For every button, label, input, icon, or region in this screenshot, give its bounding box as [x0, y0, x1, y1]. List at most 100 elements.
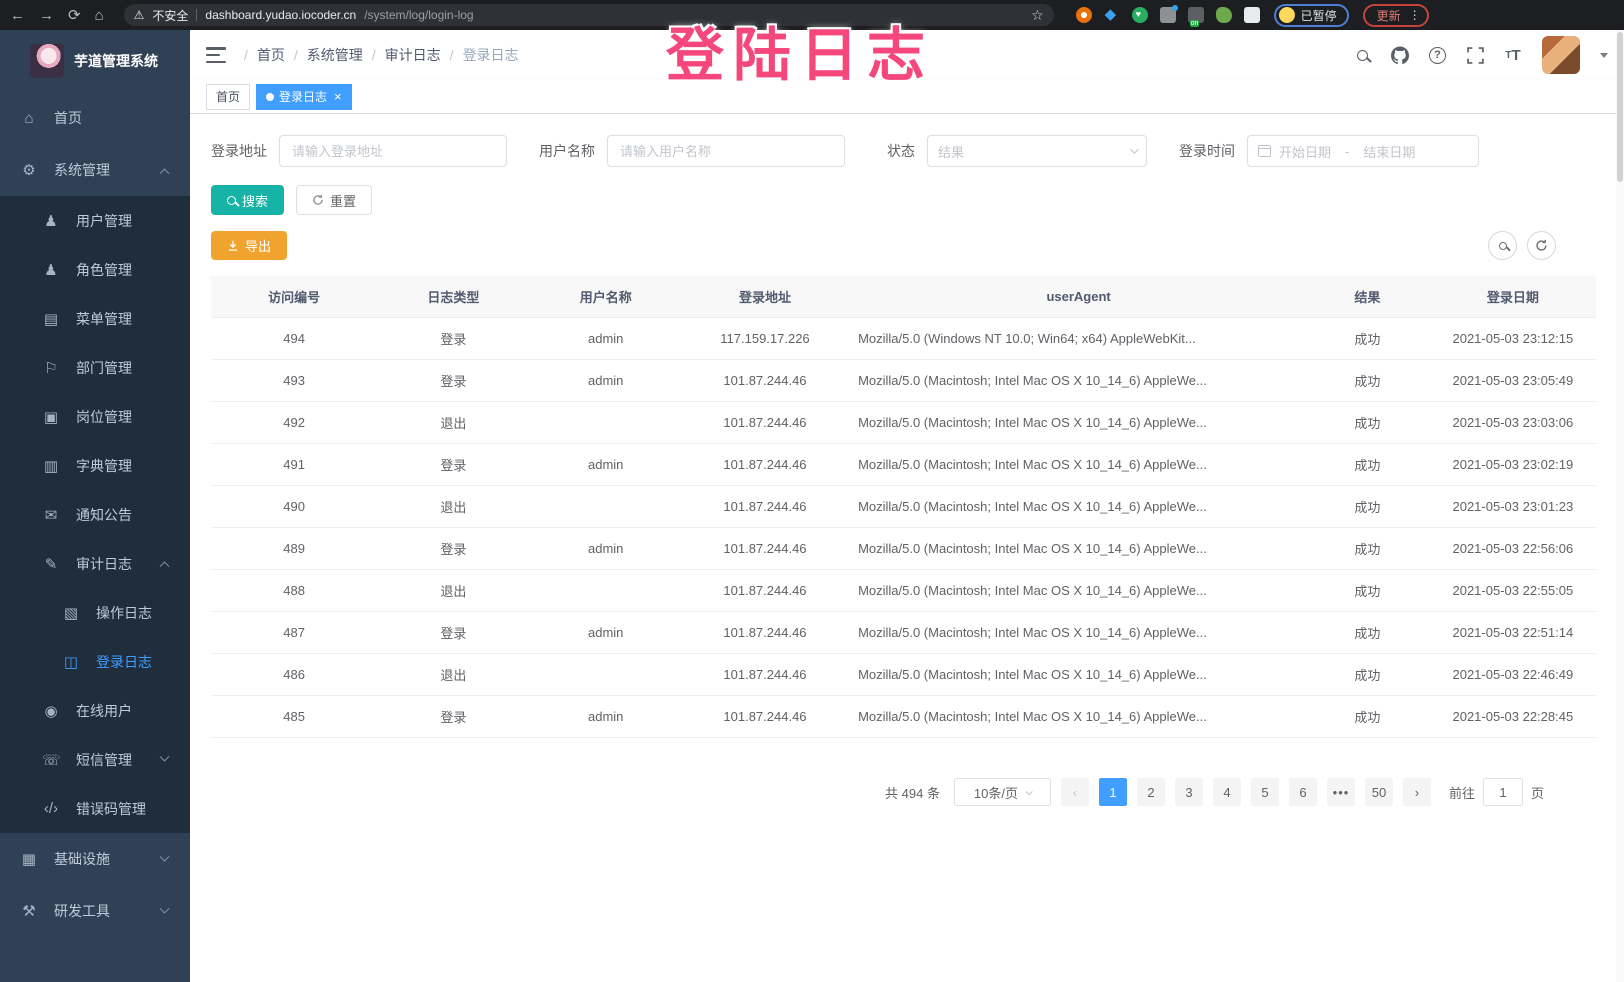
table-row[interactable]: 493 登录 admin 101.87.244.46 Mozilla/5.0 (…	[211, 360, 1596, 402]
sidebar-item[interactable]: ⚒ 研发工具	[0, 885, 190, 937]
menu-item-icon: ⌂	[24, 109, 34, 127]
cell-result: 成功	[1354, 374, 1381, 389]
page-number-button[interactable]: 4	[1212, 778, 1241, 806]
caret-down-icon[interactable]	[1600, 52, 1608, 58]
orange-swirl-extension-icon[interactable]	[1075, 7, 1092, 23]
status-select[interactable]: 结果	[927, 135, 1147, 167]
page-number-button[interactable]: 1	[1098, 778, 1127, 806]
jump-page-input[interactable]	[1482, 778, 1523, 806]
breadcrumb-item[interactable]: / 系统管理	[294, 45, 363, 65]
sidebar-item[interactable]: ♟ 角色管理	[0, 245, 190, 294]
menu-item-label: 岗位管理	[76, 408, 132, 425]
table-row[interactable]: 492 退出 101.87.244.46 Mozilla/5.0 (Macint…	[211, 402, 1596, 444]
date-separator: -	[1345, 143, 1350, 159]
sidebar-item[interactable]: ▧ 操作日志	[0, 588, 190, 637]
breadcrumb-item[interactable]: / 首页	[244, 45, 285, 65]
green-sprout-extension-icon[interactable]	[1215, 7, 1232, 23]
cell-login-address: 101.87.244.46	[723, 541, 807, 556]
list-on-extension-icon[interactable]	[1187, 7, 1204, 27]
bookmark-star-icon[interactable]: ☆	[1031, 6, 1044, 23]
browser-reload-icon[interactable]: ⟳	[68, 6, 81, 24]
refresh-icon[interactable]	[1527, 231, 1556, 260]
sidebar-item[interactable]: ☏ 短信管理	[0, 735, 190, 784]
export-button[interactable]: 导出	[211, 231, 288, 260]
browser-home-icon[interactable]: ⌂	[94, 6, 104, 24]
top-navbar: / 首页 / 系统管理 / 审计日志 / 登录	[190, 30, 1624, 80]
scrollbar-thumb[interactable]	[1617, 32, 1623, 182]
table-row[interactable]: 494 登录 admin 117.159.17.226 Mozilla/5.0 …	[211, 318, 1596, 360]
breadcrumb-item[interactable]: / 审计日志	[372, 45, 441, 65]
prev-page-button[interactable]: ‹	[1060, 778, 1089, 806]
menu-item-label: 菜单管理	[76, 310, 132, 327]
tag-item[interactable]: 首页 ×	[206, 83, 251, 110]
tag-item[interactable]: 登录日志 ×	[256, 83, 352, 110]
sidebar-item[interactable]: ‹/› 错误码管理	[0, 784, 190, 833]
page-number-button[interactable]: •••	[1326, 778, 1355, 806]
page-number-button[interactable]: 5	[1250, 778, 1279, 806]
sidebar-item[interactable]: ◫ 登录日志	[0, 637, 190, 686]
fullscreen-icon[interactable]	[1466, 46, 1484, 64]
date-range-picker[interactable]: 开始日期 - 结束日期	[1247, 135, 1479, 167]
cell-result: 成功	[1354, 668, 1381, 683]
login-address-input[interactable]	[279, 135, 507, 167]
sidebar-item[interactable]: ◉ 在线用户	[0, 686, 190, 735]
page-size-select[interactable]: 10条/页	[953, 778, 1051, 806]
table-row[interactable]: 489 登录 admin 101.87.244.46 Mozilla/5.0 (…	[211, 528, 1596, 570]
page-number-button[interactable]: 6	[1288, 778, 1317, 806]
user-avatar[interactable]	[1542, 36, 1580, 74]
page-number-button[interactable]: 50	[1364, 778, 1393, 806]
sidebar-item[interactable]: ▦ 基础设施	[0, 833, 190, 885]
extensions-row	[1075, 5, 1260, 27]
tray-extension-icon[interactable]	[1159, 5, 1178, 23]
browser-update-button[interactable]: 更新 ⋮	[1362, 3, 1429, 27]
browser-forward-icon[interactable]: →	[39, 6, 54, 24]
sidebar-item[interactable]: ▣ 岗位管理	[0, 392, 190, 441]
cell-login-address: 101.87.244.46	[723, 415, 807, 430]
table-row[interactable]: 485 登录 admin 101.87.244.46 Mozilla/5.0 (…	[211, 696, 1596, 738]
tag-close-icon[interactable]: ×	[334, 89, 342, 104]
cell-result: 成功	[1354, 626, 1381, 641]
reset-button[interactable]: 重置	[296, 185, 373, 215]
table-row[interactable]: 491 登录 admin 101.87.244.46 Mozilla/5.0 (…	[211, 444, 1596, 486]
page-number-button[interactable]: 2	[1136, 778, 1165, 806]
address-bar[interactable]: ⚠ 不安全 dashboard.yudao.iocoder.cn/system/…	[123, 4, 1054, 26]
hamburger-icon[interactable]	[206, 47, 226, 63]
blue-gem-extension-icon[interactable]	[1104, 5, 1120, 23]
chevron-icon	[159, 167, 170, 178]
sidebar-item[interactable]: ✎ 审计日志	[0, 539, 190, 588]
breadcrumb-item[interactable]: / 登录日志	[450, 45, 519, 65]
window-scrollbar[interactable]	[1616, 30, 1624, 982]
cell-id: 489	[283, 541, 305, 556]
search-icon[interactable]	[1353, 46, 1371, 64]
toggle-search-icon[interactable]	[1488, 231, 1517, 260]
search-button[interactable]: 搜索	[211, 185, 285, 215]
help-icon[interactable]: ?	[1429, 46, 1446, 64]
profile-paused-badge[interactable]: 已暂停	[1273, 3, 1349, 27]
sidebar-item[interactable]: ♟ 用户管理	[0, 196, 190, 245]
next-page-button[interactable]: ›	[1402, 778, 1431, 806]
login-address-label: 登录地址	[211, 143, 267, 159]
sidebar-logo-row[interactable]: 芋道管理系统	[0, 30, 190, 92]
menu-item-icon: ▤	[43, 310, 59, 328]
table-row[interactable]: 486 退出 101.87.244.46 Mozilla/5.0 (Macint…	[211, 654, 1596, 696]
sidebar-item[interactable]: ⚐ 部门管理	[0, 343, 190, 392]
table-row[interactable]: 490 退出 101.87.244.46 Mozilla/5.0 (Macint…	[211, 486, 1596, 528]
menu-item-label: 通知公告	[76, 506, 132, 523]
table-row[interactable]: 487 登录 admin 101.87.244.46 Mozilla/5.0 (…	[211, 612, 1596, 654]
sidebar-item[interactable]: ⌂ 首页	[0, 92, 190, 144]
sidebar-item[interactable]: ⚙ 系统管理	[0, 144, 190, 196]
page-number-button[interactable]: 3	[1174, 778, 1203, 806]
github-icon[interactable]	[1391, 46, 1409, 64]
sidebar-item[interactable]: ✉ 通知公告	[0, 490, 190, 539]
browser-menu-icon[interactable]: ⋮	[1408, 8, 1421, 22]
browser-back-icon[interactable]: ←	[10, 6, 25, 24]
puzzle-extensions-icon[interactable]	[1243, 7, 1260, 23]
green-heart-extension-icon[interactable]	[1131, 7, 1148, 23]
username-input[interactable]	[607, 135, 845, 167]
sidebar-item[interactable]: ▤ 菜单管理	[0, 294, 190, 343]
sidebar-item[interactable]: ▥ 字典管理	[0, 441, 190, 490]
cell-username: admin	[587, 457, 624, 472]
login-time-label: 登录时间	[1179, 143, 1235, 159]
table-row[interactable]: 488 退出 101.87.244.46 Mozilla/5.0 (Macint…	[211, 570, 1596, 612]
